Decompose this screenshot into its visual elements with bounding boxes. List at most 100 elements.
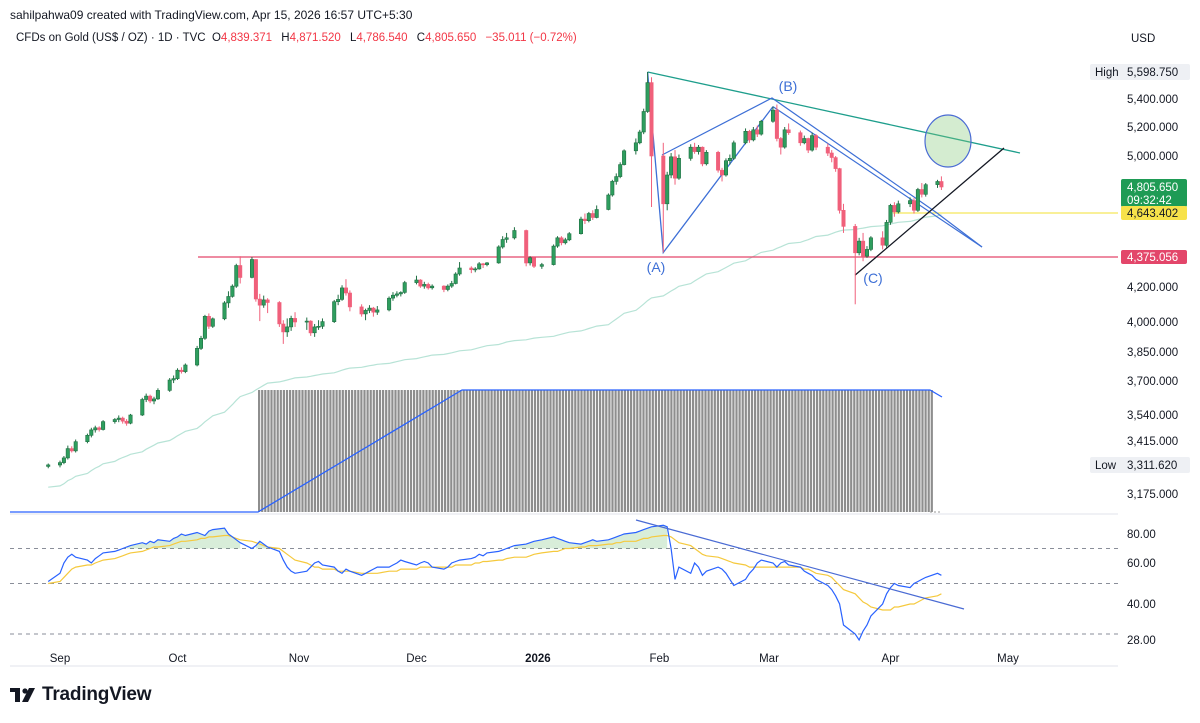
candle[interactable] — [759, 119, 764, 136]
candle[interactable] — [457, 262, 462, 276]
candle[interactable] — [829, 150, 834, 163]
candle[interactable] — [892, 202, 897, 217]
candle[interactable] — [418, 279, 423, 288]
candle[interactable] — [93, 425, 98, 433]
candle[interactable] — [202, 314, 207, 340]
rsi-pane[interactable] — [10, 519, 1118, 642]
candle[interactable] — [649, 77, 654, 208]
candle[interactable] — [774, 104, 779, 142]
candle[interactable] — [250, 257, 255, 279]
candle[interactable] — [692, 142, 697, 154]
candle[interactable] — [120, 416, 125, 424]
candle[interactable] — [610, 179, 615, 197]
price-badge-yellow[interactable]: 4,643.402 — [1121, 206, 1187, 220]
candle[interactable] — [175, 368, 180, 381]
candle[interactable] — [641, 108, 646, 135]
candle[interactable] — [265, 298, 270, 314]
candle[interactable] — [144, 393, 149, 403]
candle[interactable] — [778, 137, 783, 155]
candle[interactable] — [222, 301, 227, 321]
candle[interactable] — [253, 259, 258, 302]
candle[interactable] — [731, 140, 736, 160]
candle[interactable] — [661, 142, 666, 253]
symbol-label[interactable]: CFDs on Gold (US$ / OZ) · 1D · TVC — [16, 32, 206, 44]
candle[interactable] — [669, 153, 674, 179]
candle[interactable] — [312, 323, 317, 337]
candle[interactable] — [716, 150, 721, 173]
candle[interactable] — [359, 304, 364, 317]
candle[interactable] — [704, 150, 709, 166]
candle[interactable] — [833, 156, 838, 172]
candle[interactable] — [124, 419, 129, 426]
candle[interactable] — [179, 367, 184, 374]
rsi-ma-line[interactable] — [48, 534, 942, 611]
candle[interactable] — [841, 203, 846, 233]
candle[interactable] — [500, 236, 505, 249]
candle[interactable] — [371, 306, 376, 317]
candle[interactable] — [770, 106, 775, 123]
candle[interactable] — [939, 176, 944, 191]
candle[interactable] — [234, 263, 239, 288]
candle[interactable] — [813, 134, 818, 151]
candle[interactable] — [320, 318, 325, 329]
candle[interactable] — [911, 198, 916, 214]
candle[interactable] — [622, 149, 627, 166]
candle[interactable] — [700, 146, 705, 167]
candle[interactable] — [908, 197, 913, 208]
candle[interactable] — [915, 187, 920, 212]
candle[interactable] — [387, 296, 392, 312]
candle[interactable] — [195, 345, 200, 367]
candle[interactable] — [888, 203, 893, 225]
candle[interactable] — [618, 162, 623, 179]
candle[interactable] — [65, 445, 70, 460]
candle[interactable] — [304, 317, 309, 330]
candle[interactable] — [230, 284, 235, 298]
candle[interactable] — [590, 210, 595, 220]
candle[interactable] — [347, 290, 352, 312]
candle[interactable] — [206, 313, 211, 329]
candle[interactable] — [751, 127, 756, 142]
candle[interactable] — [449, 280, 454, 288]
candle[interactable] — [148, 394, 153, 404]
candle[interactable] — [183, 363, 188, 374]
candle[interactable] — [422, 281, 427, 289]
candle[interactable] — [645, 72, 650, 113]
candle[interactable] — [586, 211, 591, 223]
price-badge-plain[interactable]: Low 3,311.620 — [1090, 457, 1190, 473]
candle[interactable] — [633, 138, 638, 155]
candle[interactable] — [414, 275, 419, 285]
candle[interactable] — [85, 433, 90, 444]
candle[interactable] — [363, 308, 368, 321]
candle[interactable] — [332, 299, 337, 323]
candles[interactable] — [46, 72, 944, 469]
candle[interactable] — [140, 397, 145, 417]
candle[interactable] — [199, 335, 204, 350]
candle[interactable] — [672, 150, 677, 185]
candle[interactable] — [116, 415, 121, 423]
candle[interactable] — [343, 279, 348, 296]
candle[interactable] — [582, 213, 587, 224]
candle[interactable] — [567, 232, 572, 242]
candle[interactable] — [868, 236, 873, 252]
candle[interactable] — [484, 262, 489, 267]
candle[interactable] — [128, 413, 133, 425]
candle[interactable] — [57, 460, 62, 468]
candle[interactable] — [531, 257, 536, 269]
candle[interactable] — [880, 231, 885, 250]
candle[interactable] — [747, 129, 752, 143]
candle[interactable] — [512, 227, 517, 240]
candle[interactable] — [563, 237, 568, 245]
candle[interactable] — [504, 232, 509, 243]
candle[interactable] — [696, 144, 701, 155]
candle[interactable] — [810, 132, 815, 152]
candle[interactable] — [469, 266, 474, 274]
candle[interactable] — [727, 154, 732, 165]
price-badge-red[interactable]: 4,375.056 — [1121, 250, 1187, 264]
candle[interactable] — [394, 291, 399, 298]
candle[interactable] — [398, 291, 403, 297]
rsi-line[interactable] — [47, 524, 942, 642]
candle[interactable] — [339, 285, 344, 301]
candle[interactable] — [316, 320, 321, 330]
candle[interactable] — [755, 125, 760, 138]
